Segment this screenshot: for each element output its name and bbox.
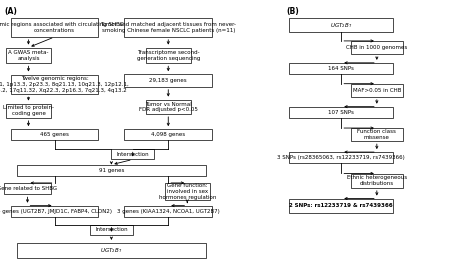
FancyBboxPatch shape	[17, 165, 206, 176]
FancyBboxPatch shape	[124, 18, 212, 37]
Text: Gene related to SHBG: Gene related to SHBG	[0, 186, 57, 191]
Text: Genomic regions associated with circulating SHBG
concentrations: Genomic regions associated with circulat…	[0, 22, 124, 33]
Text: 91 genes: 91 genes	[99, 168, 124, 173]
Text: 3 SNPs (rs28365063, rs12233719, rs7439366): 3 SNPs (rs28365063, rs12233719, rs743936…	[277, 155, 405, 160]
Text: 3 genes (KIAA1324, NCOA1, UGT2B7): 3 genes (KIAA1324, NCOA1, UGT2B7)	[117, 209, 219, 214]
Text: Function class
missense: Function class missense	[357, 129, 396, 140]
Text: Transcriptome second-
generation sequencing: Transcriptome second- generation sequenc…	[137, 50, 200, 61]
FancyBboxPatch shape	[351, 174, 403, 188]
FancyBboxPatch shape	[4, 183, 51, 194]
Text: 164 SNPs: 164 SNPs	[328, 66, 354, 71]
FancyBboxPatch shape	[289, 63, 393, 74]
Text: (A): (A)	[5, 7, 18, 16]
FancyBboxPatch shape	[11, 129, 99, 140]
Text: Tumor vs Normal
FDR adjusted p<0.05: Tumor vs Normal FDR adjusted p<0.05	[139, 102, 198, 112]
FancyBboxPatch shape	[289, 152, 393, 163]
Text: Tumor and matched adjacent tissues from never-
smoking Chinese female NSCLC pati: Tumor and matched adjacent tissues from …	[100, 22, 236, 33]
Text: Ethnic heterogeneous
distributions: Ethnic heterogeneous distributions	[347, 176, 407, 186]
FancyBboxPatch shape	[351, 128, 403, 141]
Text: $\mathit{UGT_2B_7}$: $\mathit{UGT_2B_7}$	[330, 21, 352, 30]
Text: Intersection: Intersection	[95, 227, 128, 232]
FancyBboxPatch shape	[17, 243, 206, 258]
Text: A GWAS meta-
analysis: A GWAS meta- analysis	[8, 50, 49, 61]
Text: 4 genes (UGT2B7, JMJD1C, FABP4, CLDN2): 4 genes (UGT2B7, JMJD1C, FABP4, CLDN2)	[0, 209, 112, 214]
FancyBboxPatch shape	[146, 100, 191, 114]
FancyBboxPatch shape	[90, 225, 133, 235]
FancyBboxPatch shape	[11, 206, 99, 217]
Text: CHB in 1000 genomes: CHB in 1000 genomes	[346, 45, 408, 50]
FancyBboxPatch shape	[11, 18, 99, 37]
Text: MAF>0.05 in CHB: MAF>0.05 in CHB	[353, 88, 401, 93]
Text: $\mathit{UGT_2B_7}$: $\mathit{UGT_2B_7}$	[100, 246, 122, 255]
FancyBboxPatch shape	[124, 129, 212, 140]
Text: Intersection: Intersection	[117, 152, 149, 157]
FancyBboxPatch shape	[124, 206, 212, 217]
FancyBboxPatch shape	[111, 149, 154, 159]
Text: 4,098 genes: 4,098 genes	[151, 132, 185, 137]
FancyBboxPatch shape	[6, 103, 51, 118]
FancyBboxPatch shape	[289, 107, 393, 118]
Text: 2 SNPs: rs12233719 & rs7439366: 2 SNPs: rs12233719 & rs7439366	[290, 204, 393, 208]
Text: 465 genes: 465 genes	[40, 132, 69, 137]
Text: (B): (B)	[287, 7, 300, 16]
FancyBboxPatch shape	[11, 74, 99, 94]
FancyBboxPatch shape	[165, 183, 210, 200]
FancyBboxPatch shape	[289, 18, 393, 32]
Text: Gene function:
involved in sex
hormones regulation: Gene function: involved in sex hormones …	[158, 183, 216, 200]
FancyBboxPatch shape	[6, 48, 51, 63]
Text: Limited to protein-
coding gene: Limited to protein- coding gene	[3, 106, 54, 116]
Text: 29,183 genes: 29,183 genes	[149, 78, 187, 83]
Text: Twelve genomic regions:
17p13.1, 1p13.3, 2p23.3, 8q21.13, 10q21.3, 12p12.1,
15q2: Twelve genomic regions: 17p13.1, 1p13.3,…	[0, 76, 129, 93]
FancyBboxPatch shape	[351, 84, 403, 97]
FancyBboxPatch shape	[146, 48, 191, 63]
FancyBboxPatch shape	[124, 74, 212, 87]
FancyBboxPatch shape	[351, 41, 403, 54]
FancyBboxPatch shape	[289, 199, 393, 213]
Text: 107 SNPs: 107 SNPs	[328, 110, 354, 115]
